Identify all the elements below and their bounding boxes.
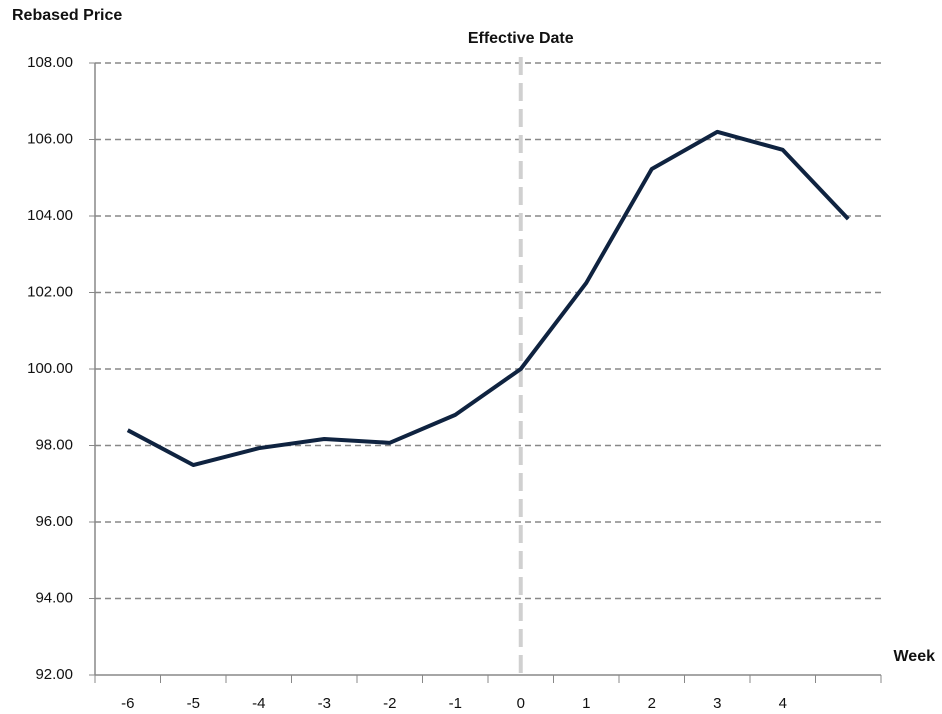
x-tick-label: -4 — [252, 695, 265, 712]
x-tick-label: 0 — [517, 695, 525, 712]
y-tick-label: 108.00 — [27, 54, 73, 71]
annotation: Effective Date — [468, 30, 574, 47]
x-tick-label: -5 — [187, 695, 200, 712]
y-axis-title: Rebased Price — [12, 7, 122, 24]
x-tick-label: -1 — [449, 695, 462, 712]
x-tick-label: -6 — [121, 695, 134, 712]
x-axis-title: Week — [893, 648, 935, 665]
y-tick-label: 104.00 — [27, 207, 73, 224]
y-tick-label: 106.00 — [27, 130, 73, 147]
y-tick-label: 96.00 — [35, 513, 73, 530]
x-tick-label: 3 — [713, 695, 721, 712]
x-tick-label: 2 — [648, 695, 656, 712]
y-tick-label: 102.00 — [27, 283, 73, 300]
x-tick-label: -3 — [318, 695, 331, 712]
x-tick-label: 1 — [582, 695, 590, 712]
y-tick-label: 98.00 — [35, 436, 73, 453]
y-tick-label: 100.00 — [27, 360, 73, 377]
y-tick-label: 94.00 — [35, 589, 73, 606]
y-tick-label: 92.00 — [35, 666, 73, 683]
line-series — [126, 129, 850, 468]
x-tick-label: 4 — [779, 695, 787, 712]
x-tick-label: -2 — [383, 695, 396, 712]
